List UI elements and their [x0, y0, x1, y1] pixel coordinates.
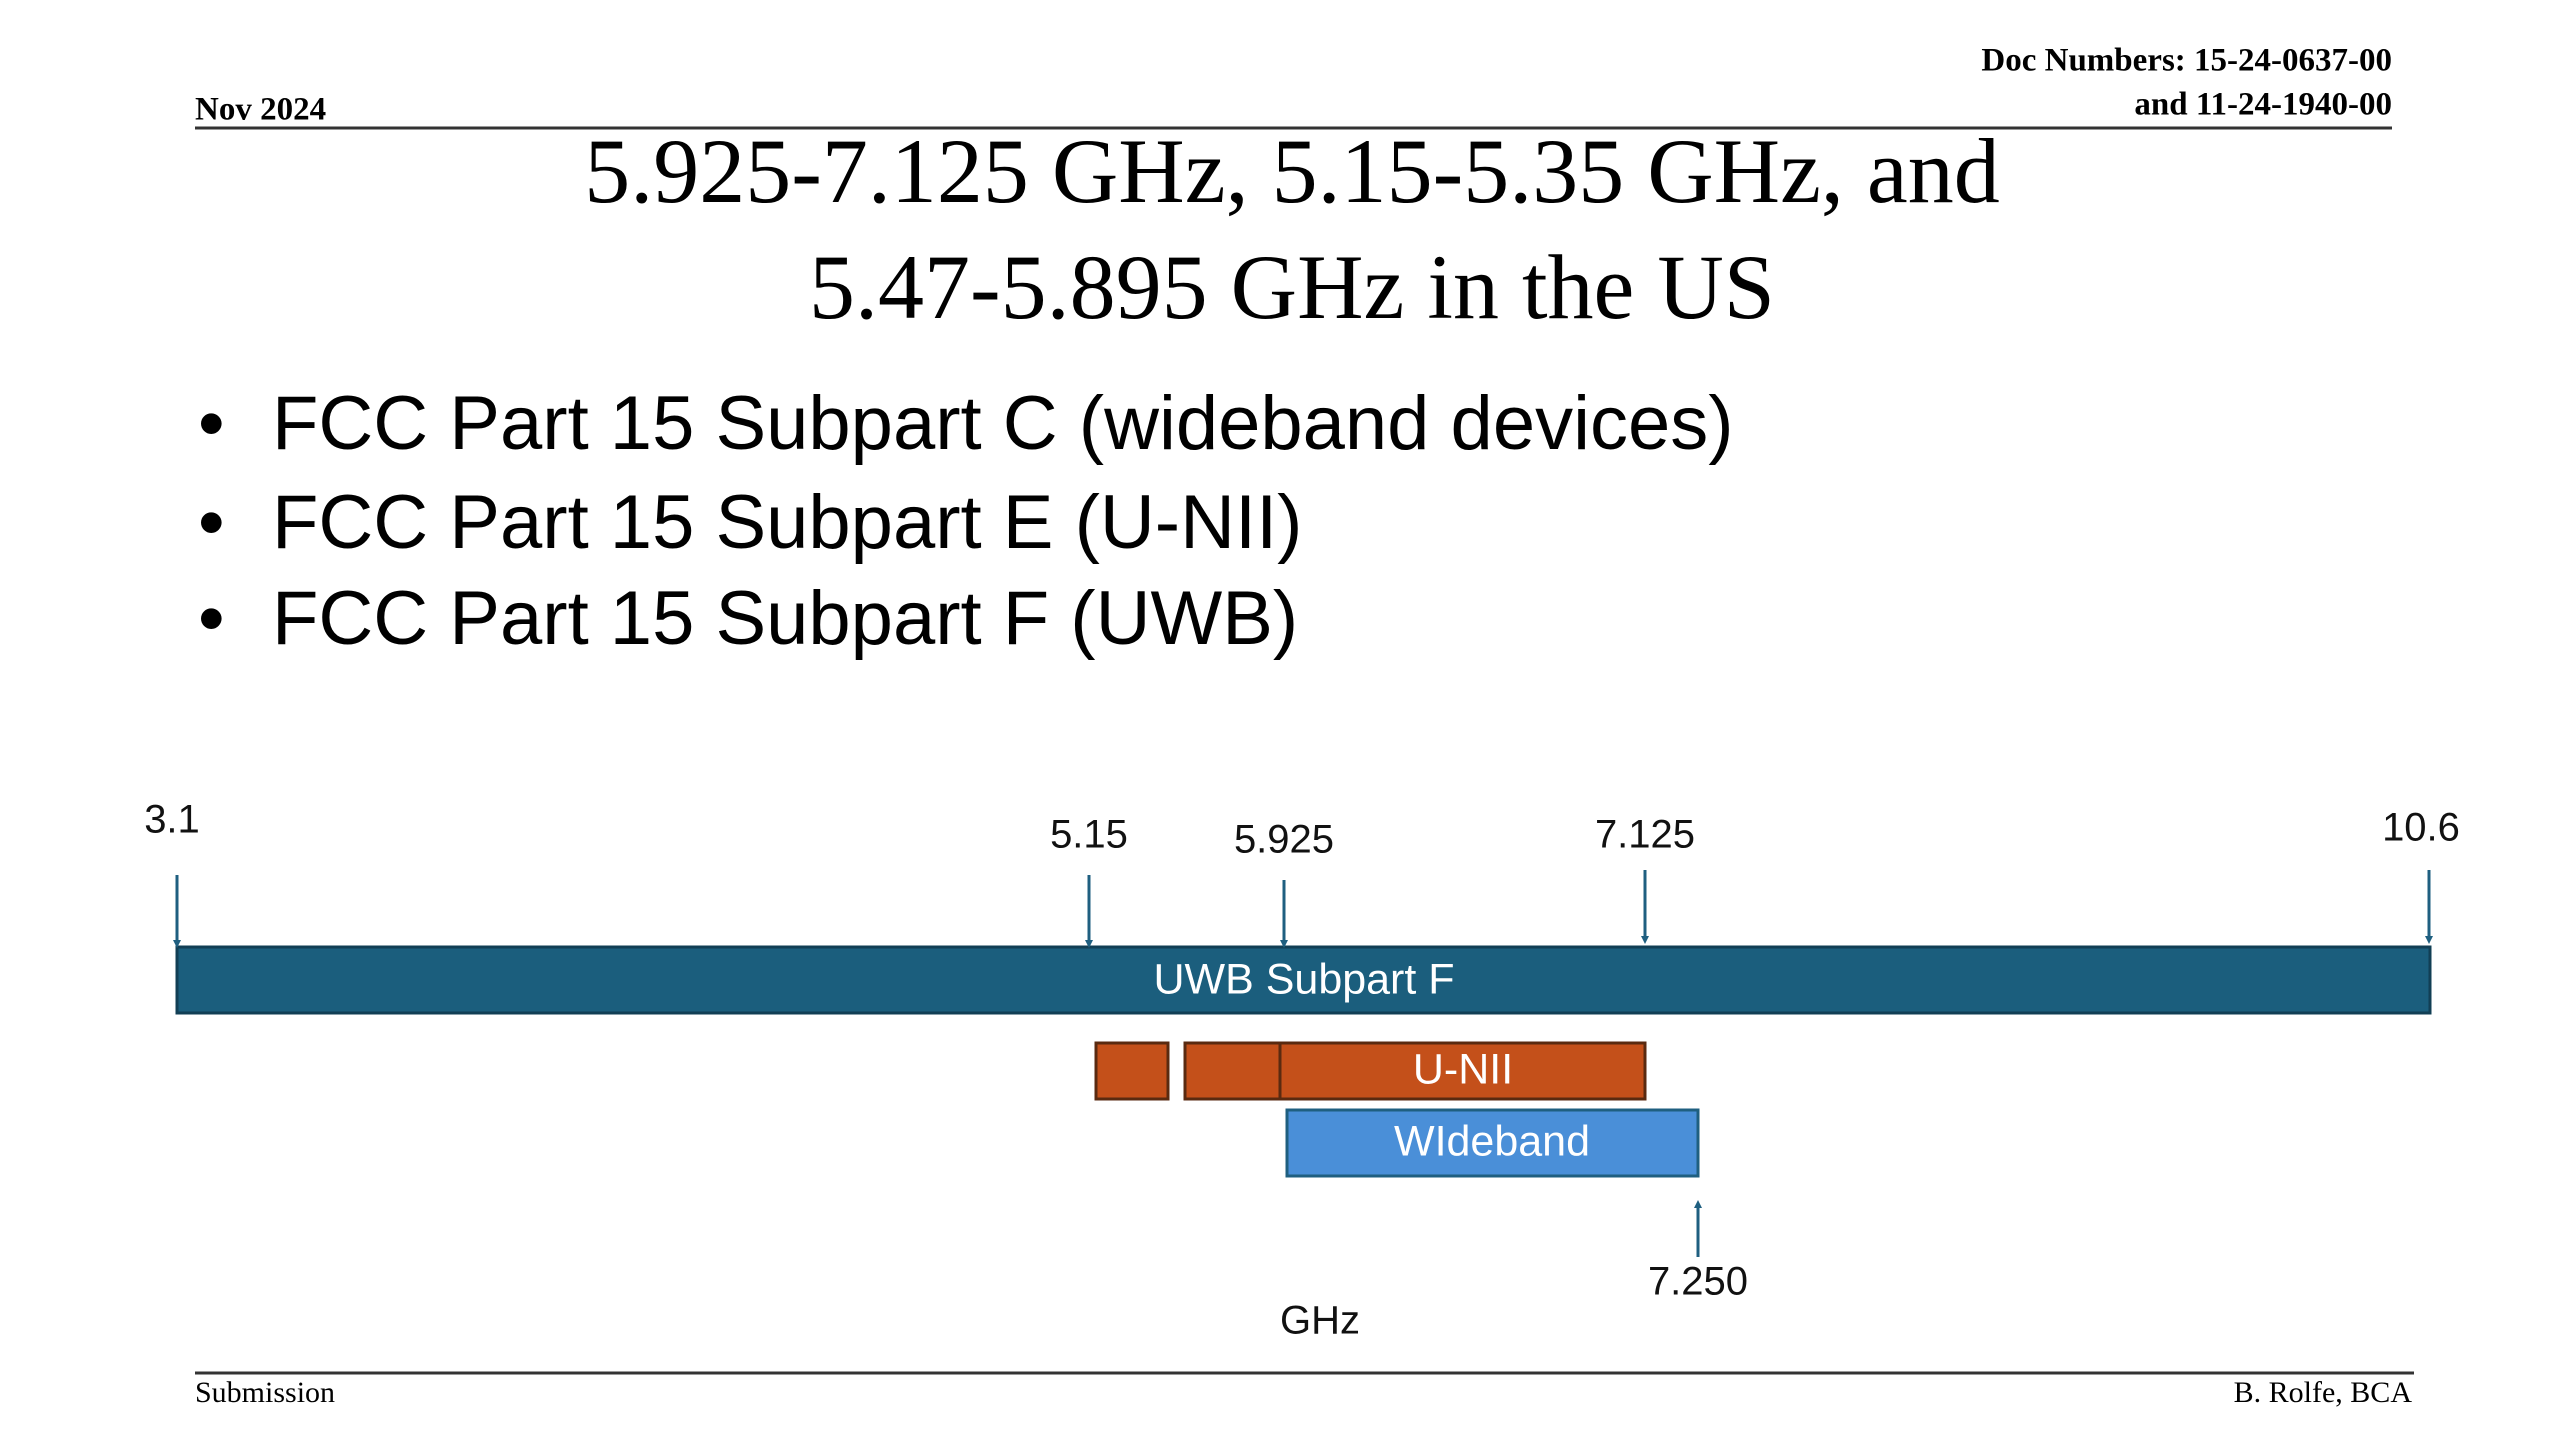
- bullet-dot: •: [198, 576, 225, 661]
- bar-label: WIdeband: [1394, 1117, 1590, 1165]
- freq-label: 10.6: [2382, 806, 2460, 850]
- doc-number: and 11-24-1940-00: [2134, 87, 2392, 123]
- footer-right: B. Rolfe, BCA: [2234, 1376, 2413, 1409]
- spectrum-diagram: UWB Subpart F U-NII WIdeband 3.1 5.15 5.…: [144, 798, 2460, 1343]
- bullet: FCC Part 15 Subpart F (UWB): [272, 576, 1298, 661]
- title-line: 5.925-7.125 GHz, 5.15-5.35 GHz, and: [584, 120, 2000, 222]
- unit-label: GHz: [1280, 1299, 1360, 1343]
- wideband-bar: [1285, 1108, 1700, 1178]
- bullet: FCC Part 15 Subpart E (U-NII): [272, 480, 1303, 565]
- bullet-dot: •: [198, 480, 225, 565]
- freq-label: 7.125: [1595, 813, 1695, 857]
- bullet-list: • FCC Part 15 Subpart C (wideband device…: [198, 381, 1734, 661]
- unii-bar: [1094, 1041, 1170, 1101]
- freq-label: 5.925: [1234, 818, 1334, 862]
- freq-label: 5.15: [1050, 813, 1128, 857]
- bullet: FCC Part 15 Subpart C (wideband devices): [272, 381, 1734, 466]
- doc-number: Doc Numbers: 15-24-0637-00: [1981, 43, 2392, 79]
- freq-label: 3.1: [144, 798, 200, 842]
- uwb-bar: [175, 945, 2432, 1015]
- bullet-dot: •: [198, 381, 225, 466]
- header-date: Nov 2024: [195, 92, 326, 128]
- unii-bar: [1183, 1041, 1282, 1101]
- freq-label: 7.250: [1648, 1260, 1748, 1304]
- unii-bar: [1278, 1041, 1647, 1101]
- arrows: [173, 870, 2433, 1257]
- bar-label: U-NII: [1413, 1045, 1513, 1093]
- title-line: 5.47-5.895 GHz in the US: [809, 236, 1775, 338]
- footer-left: Submission: [195, 1376, 335, 1409]
- bar-label: UWB Subpart F: [1153, 955, 1454, 1003]
